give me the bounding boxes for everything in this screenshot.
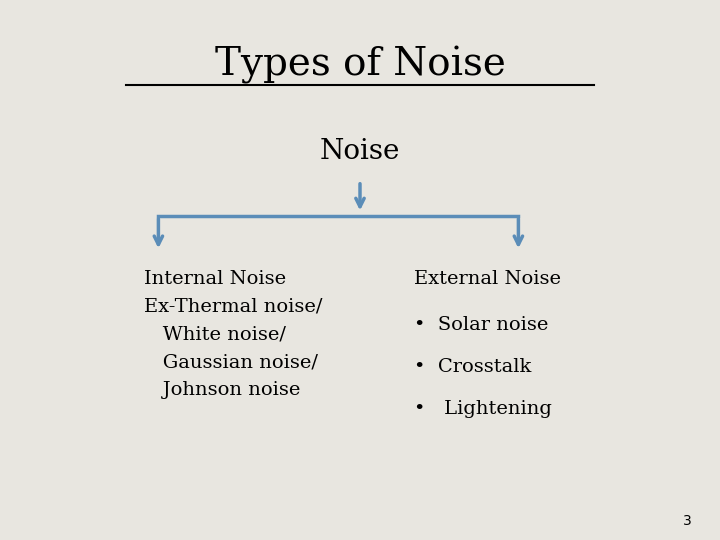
Text: •  Crosstalk: • Crosstalk bbox=[414, 358, 531, 376]
Text: •  Solar noise: • Solar noise bbox=[414, 316, 549, 334]
Text: 3: 3 bbox=[683, 514, 691, 528]
Text: Internal Noise
Ex-Thermal noise/
   White noise/
   Gaussian noise/
   Johnson n: Internal Noise Ex-Thermal noise/ White n… bbox=[144, 270, 323, 399]
Text: Noise: Noise bbox=[320, 138, 400, 165]
Text: External Noise: External Noise bbox=[414, 270, 561, 288]
Text: •   Lightening: • Lightening bbox=[414, 400, 552, 418]
Text: Types of Noise: Types of Noise bbox=[215, 46, 505, 84]
